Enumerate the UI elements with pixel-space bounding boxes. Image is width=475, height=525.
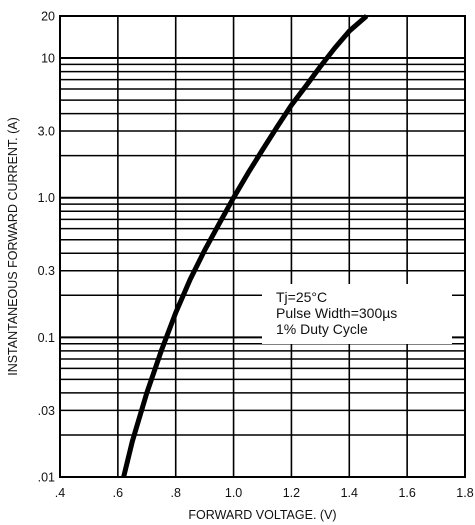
note-line-duty-cycle: 1% Duty Cycle	[276, 321, 368, 337]
y-tick-label: 20	[41, 10, 55, 24]
x-tick-label: .4	[55, 486, 65, 500]
x-tick-label: 1.8	[456, 486, 473, 500]
note-line-pulse-width: Pulse Width=300µs	[276, 305, 397, 321]
x-tick-label: .8	[170, 486, 180, 500]
y-tick-label: 0.3	[38, 264, 55, 278]
y-axis-title: INSTANTANEOUS FORWARD CURRENT. (A)	[6, 117, 20, 376]
conditions-note: Tj=25°C Pulse Width=300µs 1% Duty Cycle	[262, 284, 452, 344]
y-tick-label: .01	[38, 471, 55, 485]
x-tick-label: 1.0	[225, 486, 242, 500]
x-tick-label: 1.6	[398, 486, 415, 500]
x-tick-label: 1.2	[283, 486, 300, 500]
y-tick-label: .03	[38, 404, 55, 418]
y-tick-label: 1.0	[38, 191, 55, 205]
y-tick-label: 0.1	[38, 331, 55, 345]
x-tick-label: .6	[113, 486, 123, 500]
note-line-junction-temp: Tj=25°C	[276, 289, 327, 305]
x-axis-title: FORWARD VOLTAGE. (V)	[188, 508, 336, 522]
x-tick-label: 1.4	[341, 486, 358, 500]
y-tick-label: 3.0	[38, 125, 55, 139]
y-tick-label: 10	[41, 52, 55, 66]
